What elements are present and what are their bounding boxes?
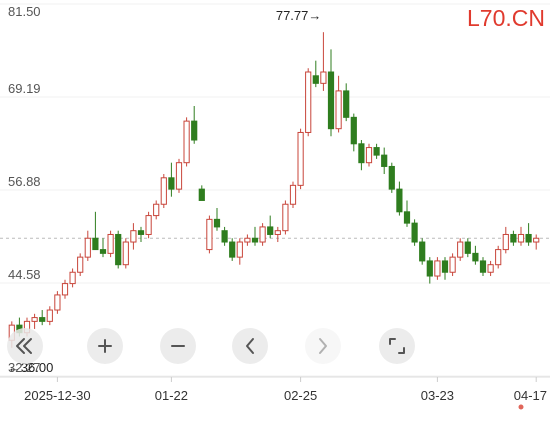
low-label: ←36.00 [8,360,54,375]
candle-body [130,230,137,243]
y-tick-label: 44.58 [8,267,41,282]
candle-body [441,260,449,273]
candle-body [160,177,167,205]
candle-body [419,241,426,262]
candle-body [153,203,160,217]
candle-body [183,120,190,164]
x-tick-label: 01-22 [155,388,188,403]
candle-body [305,71,312,133]
candle-body [373,147,380,156]
candle-body [479,260,487,273]
zoom-reset-button[interactable] [7,328,43,364]
candle-body [175,162,183,190]
candle-body [39,317,46,322]
candle-body [388,165,395,190]
candle-body [54,294,61,311]
candle-body [282,203,289,232]
pan-right-button[interactable] [305,328,341,364]
candle-body [517,233,525,243]
candle-body [99,249,107,254]
candle-body [350,116,357,145]
x-tick-label: 02-25 [284,388,317,403]
x-tick-label: 03-23 [421,388,454,403]
candle-body [92,237,99,251]
candle-body [381,154,388,167]
candle-body [426,260,433,277]
candle-body [115,233,122,266]
zoom-out-button[interactable] [160,328,196,364]
candle-body [335,90,342,130]
candle-body [464,241,471,254]
candle-body [145,215,152,235]
candle-body [213,218,221,228]
candle-body [320,71,327,84]
controls [7,328,415,364]
candle-body [84,237,91,258]
candle-body [343,90,350,118]
x-tick-label: 04-17 [514,388,547,403]
candle-body [122,241,129,266]
candle-body [297,131,304,186]
candle-body [472,252,479,262]
candle-body [274,230,281,235]
candle-body [107,233,114,254]
candle-body [198,188,205,201]
candle-body [502,233,509,251]
latest-dot [518,404,524,410]
candle-body [69,271,76,285]
candle-body [289,184,297,205]
fullscreen-button[interactable] [379,328,415,364]
candle-body [229,241,236,258]
pan-left-button[interactable] [232,328,268,364]
candle-body [396,188,403,213]
candle-body [137,230,145,235]
candle-body [495,249,502,266]
candle-body [403,211,411,224]
candle-body [259,226,266,243]
candle-body [327,71,335,130]
candle-body [525,233,532,243]
candle-body [206,218,213,251]
candle-body [46,309,53,322]
candle-body [487,264,494,273]
candle-body [31,317,38,322]
x-tick-label: 2025-12-30 [24,388,91,403]
candle-body [251,237,259,243]
candle-body [221,230,228,243]
candle-body [236,241,243,258]
candle-body [312,75,319,84]
candle-body [168,177,175,190]
high-label: 77.77→ [276,8,322,23]
y-tick-label: 69.19 [8,81,41,96]
candle-body [358,143,365,164]
y-tick-label: 81.50 [8,4,41,19]
candle-body [244,237,251,243]
candle-body [365,147,373,164]
candle-body [510,233,517,243]
zoom-in-button[interactable] [87,328,123,364]
candle-body [61,283,69,296]
candle-body [191,120,198,141]
candle-body [449,256,456,273]
candle-body [434,260,441,277]
y-tick-label: 32.27 [8,360,41,375]
candle-body [411,222,418,243]
candle-body [533,237,540,243]
candle-body [457,241,464,258]
y-tick-label: 56.88 [8,174,41,189]
candle-body [267,226,274,235]
plot: 81.50 69.19 56.88 44.58 32.27 77.77→ ←36.00 [0,3,550,377]
watermark: L70.CN [467,5,545,31]
candle-body [77,256,84,273]
